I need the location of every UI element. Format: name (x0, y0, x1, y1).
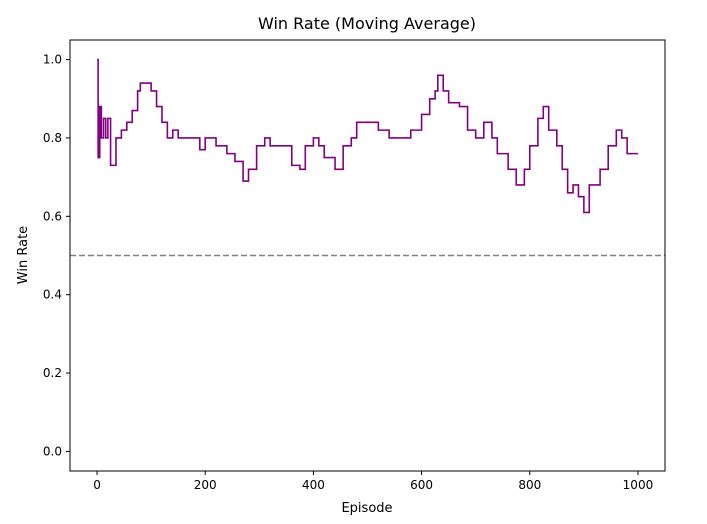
y-tick-label: 0.6 (43, 209, 62, 223)
y-tick-label: 0.2 (43, 366, 62, 380)
y-axis-label: Win Rate (16, 226, 31, 284)
y-tick-label: 1.0 (43, 53, 62, 67)
x-tick-label: 1000 (623, 478, 654, 492)
chart-title: Win Rate (Moving Average) (258, 14, 476, 33)
y-tick-label: 0.4 (43, 288, 62, 302)
x-tick-label: 400 (302, 478, 325, 492)
y-tick-label: 0.0 (43, 444, 62, 458)
y-tick-label: 0.8 (43, 131, 62, 145)
x-tick-label: 0 (93, 478, 101, 492)
x-axis-label: Episode (341, 501, 392, 516)
x-tick-label: 200 (194, 478, 217, 492)
x-tick-label: 600 (410, 478, 433, 492)
plot-area (69, 39, 666, 472)
win-rate-line (97, 58, 638, 214)
x-tick-label: 800 (518, 478, 541, 492)
